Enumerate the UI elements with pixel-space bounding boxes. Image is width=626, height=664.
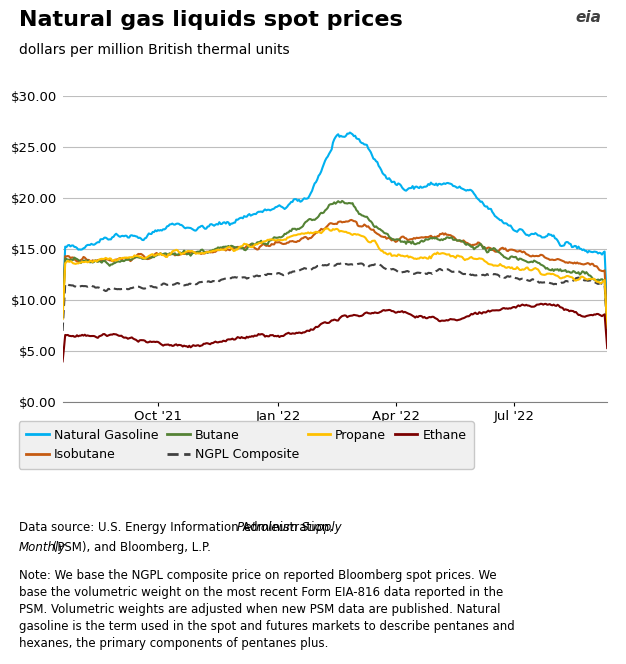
Text: eia: eia	[575, 10, 601, 25]
Text: Note: We base the NGPL composite price on reported Bloomberg spot prices. We
bas: Note: We base the NGPL composite price o…	[19, 569, 515, 650]
Legend: Natural Gasoline, Isobutane, Butane, NGPL Composite, Propane, Ethane: Natural Gasoline, Isobutane, Butane, NGP…	[19, 421, 474, 469]
Text: dollars per million British thermal units: dollars per million British thermal unit…	[19, 43, 289, 57]
Text: Natural gas liquids spot prices: Natural gas liquids spot prices	[19, 10, 403, 30]
Text: (PSM), and Bloomberg, L.P.: (PSM), and Bloomberg, L.P.	[49, 541, 211, 554]
Text: Data source: U.S. Energy Information Administration,: Data source: U.S. Energy Information Adm…	[19, 521, 337, 535]
Text: Monthly: Monthly	[19, 541, 66, 554]
Text: Petroleum Supply: Petroleum Supply	[237, 521, 341, 535]
